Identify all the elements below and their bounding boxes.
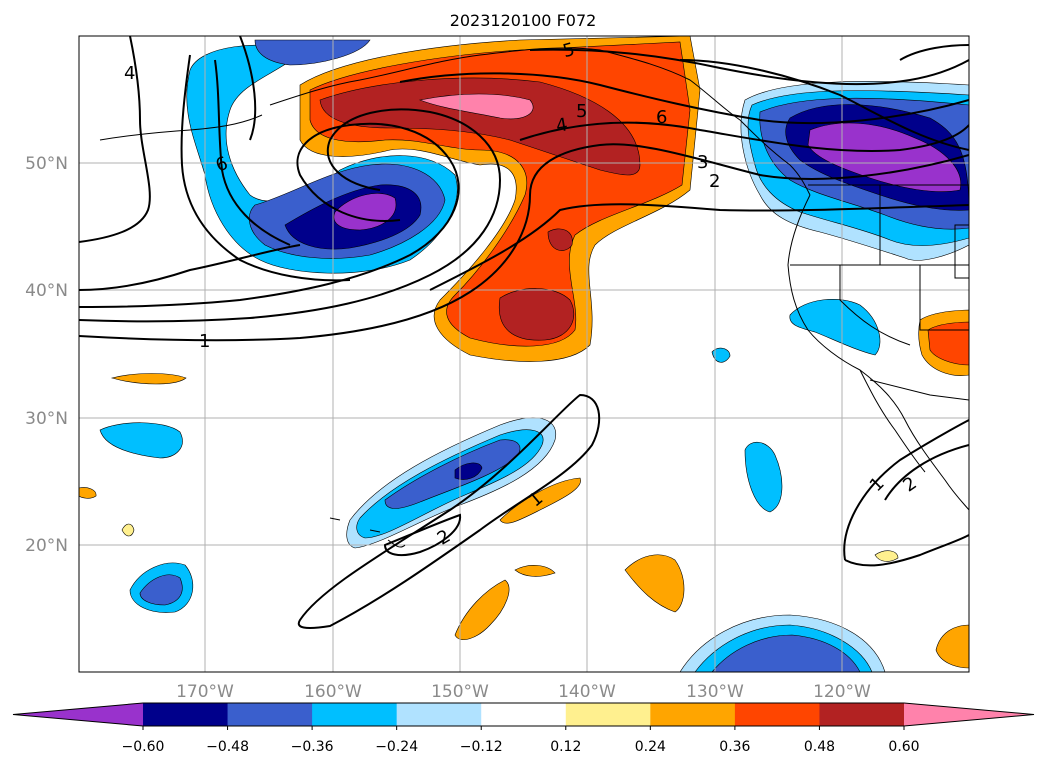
colorbar-segment bbox=[481, 703, 567, 726]
contour-lines bbox=[79, 36, 969, 629]
contour-label: 4 bbox=[554, 114, 569, 137]
contour-label: 1 bbox=[199, 331, 210, 352]
negative-anomaly-northeast-core bbox=[807, 122, 962, 192]
contour-7 bbox=[519, 121, 969, 152]
contour-12 bbox=[239, 36, 257, 141]
negative-anomaly-subtropical-core bbox=[454, 462, 483, 480]
colorbar-tick-label: −0.36 bbox=[291, 739, 334, 755]
state-lines bbox=[790, 185, 969, 346]
negative-anomaly-se4 bbox=[711, 347, 731, 363]
contour-6 bbox=[429, 203, 969, 291]
contour-1 bbox=[79, 36, 151, 243]
contour-5 bbox=[79, 143, 969, 342]
plot-border bbox=[78, 35, 970, 673]
positive-anomaly-se7 bbox=[874, 550, 899, 562]
aleutians bbox=[99, 114, 263, 141]
lon-label-130w: 130°W bbox=[686, 682, 744, 702]
contour-southeast-1 bbox=[843, 419, 969, 561]
coastlines bbox=[99, 47, 969, 548]
gridlines bbox=[79, 36, 969, 672]
colorbar-extend-low bbox=[13, 703, 143, 726]
contour-southeast-2 bbox=[884, 444, 969, 501]
contour-4 bbox=[79, 108, 502, 323]
positive-anomaly-se3 bbox=[514, 565, 556, 577]
lon-label-150w: 150°W bbox=[431, 682, 489, 702]
lat-label-20n: 20°N bbox=[25, 536, 68, 556]
negative-anomaly-sw2-inner bbox=[139, 574, 183, 606]
positive-anomaly-se2 bbox=[454, 579, 510, 640]
lon-label-120w: 120°W bbox=[813, 682, 871, 702]
alaska-coast bbox=[269, 47, 811, 196]
contour-southeast-3 bbox=[844, 534, 969, 567]
contour-11 bbox=[214, 59, 291, 246]
colorbar-tick-label: −0.12 bbox=[460, 739, 503, 755]
positive-anomaly-patch bbox=[547, 228, 573, 251]
contour-13 bbox=[679, 59, 969, 151]
positive-anomaly-sw2 bbox=[79, 487, 97, 499]
positive-anomaly-sw3 bbox=[121, 523, 135, 537]
lon-label-170w: 170°W bbox=[176, 682, 234, 702]
lat-label-30n: 30°N bbox=[25, 409, 68, 429]
colorbar-tick-label: −0.24 bbox=[375, 739, 418, 755]
west-coast bbox=[787, 194, 969, 511]
colorbar-tick-label: 0.24 bbox=[635, 739, 666, 755]
colorbar-tick-label: 0.12 bbox=[550, 739, 581, 755]
latitude-labels: 50°N 40°N 30°N 20°N bbox=[25, 154, 68, 556]
colorbar-segment bbox=[734, 703, 820, 726]
colorbar-tick-label: 0.60 bbox=[888, 739, 919, 755]
contour-8 bbox=[399, 72, 969, 125]
contour-label: 5 bbox=[576, 101, 587, 122]
negative-anomaly-north bbox=[254, 39, 371, 66]
contour-label: 4 bbox=[124, 63, 135, 84]
contour-9 bbox=[529, 48, 969, 86]
anomaly-fill bbox=[79, 36, 969, 672]
colorbar-segment bbox=[565, 703, 651, 726]
positive-anomaly-south bbox=[498, 288, 575, 341]
contour-subtropical-1 bbox=[297, 393, 601, 629]
positive-anomaly-max bbox=[319, 77, 641, 176]
lat-label-50n: 50°N bbox=[25, 154, 68, 174]
colorbar: −0.60 −0.48 −0.36 −0.24 −0.12 0.12 0.24 0.36 0.4… bbox=[12, 702, 1035, 755]
baja bbox=[859, 369, 926, 473]
colorbar-segment bbox=[650, 703, 736, 726]
positive-anomaly-se6 bbox=[935, 624, 969, 669]
contour-10 bbox=[180, 54, 351, 282]
colorbar-tick-label: 0.48 bbox=[804, 739, 835, 755]
lon-label-160w: 160°W bbox=[304, 682, 362, 702]
negative-anomaly-se1 bbox=[744, 442, 783, 513]
colorbar-segment bbox=[227, 703, 313, 726]
contour-label: 5 bbox=[561, 39, 577, 62]
contour-label: 6 bbox=[656, 107, 667, 128]
positive-anomaly-se4 bbox=[624, 554, 685, 613]
colorbar-segment bbox=[819, 703, 905, 726]
positive-anomaly-se5-core bbox=[927, 321, 969, 366]
colorbar-tick-label: −0.48 bbox=[206, 739, 249, 755]
colorbar-segment bbox=[143, 703, 229, 726]
colorbar-tick-label: −0.60 bbox=[122, 739, 165, 755]
lon-label-140w: 140°W bbox=[558, 682, 616, 702]
map-title: 2023120100 F072 bbox=[450, 11, 597, 30]
positive-anomaly-sw1 bbox=[110, 373, 187, 385]
contour-label: 3 bbox=[697, 152, 708, 173]
colorbar-segment bbox=[312, 703, 398, 726]
map-plot-area: 4 6 1 5 4 5 6 3 2 1 2 1 2 bbox=[79, 36, 969, 672]
colorbar-extend-high bbox=[904, 703, 1034, 726]
colorbar-segment bbox=[396, 703, 482, 726]
hawaii bbox=[329, 517, 406, 548]
contour-subtropical-2 bbox=[383, 513, 462, 557]
contour-14 bbox=[899, 44, 969, 61]
mexico-border bbox=[869, 379, 969, 401]
negative-anomaly-sw1 bbox=[99, 422, 183, 459]
colorbar-tick-label: 0.36 bbox=[719, 739, 750, 755]
contour-3 bbox=[79, 122, 460, 308]
negative-anomaly-se2-core bbox=[711, 634, 861, 672]
negative-anomaly-se3 bbox=[789, 299, 881, 356]
contour-2 bbox=[79, 244, 301, 291]
contour-label: 2 bbox=[709, 171, 720, 192]
positive-anomaly-peak bbox=[418, 93, 534, 120]
longitude-labels: 170°W 160°W 150°W 140°W 130°W 120°W bbox=[176, 682, 871, 702]
lat-label-40n: 40°N bbox=[25, 281, 68, 301]
